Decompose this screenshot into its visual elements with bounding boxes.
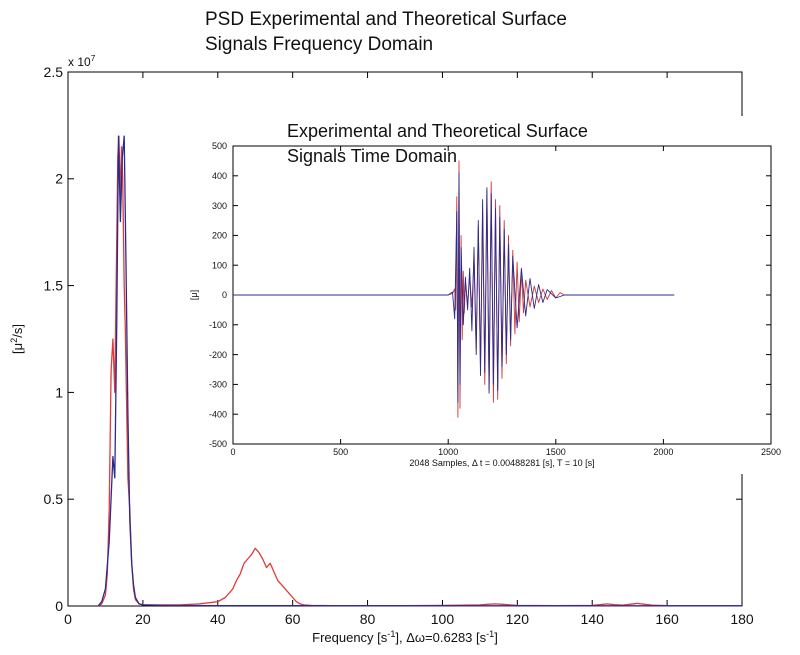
y-tick-label: -400 bbox=[209, 409, 227, 419]
chart-title-line: PSD Experimental and Theoretical Surface bbox=[205, 9, 567, 30]
x-tick-label: 140 bbox=[581, 611, 605, 627]
y-tick-label: -500 bbox=[209, 439, 227, 449]
y-tick-label: -100 bbox=[209, 320, 227, 330]
inset-title-line: Signals Time Domain bbox=[287, 146, 457, 166]
y-tick-label: 2.5 bbox=[44, 64, 64, 80]
y-axis-exponent: x 107 bbox=[68, 53, 96, 69]
series-line-2 bbox=[97, 135, 742, 607]
x-tick-label: 160 bbox=[655, 611, 679, 627]
x-axis-label: Frequency [s-1], Δω=0.6283 [s-1] bbox=[312, 629, 498, 645]
x-tick-label: 2000 bbox=[653, 447, 673, 457]
y-tick-label: 400 bbox=[212, 171, 227, 181]
inset-y-axis-label: [μ] bbox=[189, 290, 199, 300]
y-tick-label: 200 bbox=[212, 231, 227, 241]
time-domain-inset-chart: 0 500 1000 1500 2000 2500-500-400-300-200-100… bbox=[188, 116, 781, 474]
x-tick-label: 0 bbox=[230, 447, 235, 457]
inset-x-axis-label: 2048 Samples, Δ t = 0.00488281 [s], T = … bbox=[409, 458, 594, 468]
x-tick-label: 20 bbox=[135, 611, 151, 627]
y-axis-label: [μ2/s] bbox=[9, 324, 25, 354]
y-tick-label: 0.5 bbox=[44, 491, 64, 507]
y-tick-label: 500 bbox=[212, 141, 227, 151]
chart-title-line: Signals Frequency Domain bbox=[205, 34, 433, 55]
y-tick-label: 2 bbox=[55, 171, 63, 187]
inset-title-line: Experimental and Theoretical Surface bbox=[287, 121, 588, 141]
frequency-domain-chart: 0 20 40 60 80 100 120 140 160 180 0 0.5 1 1.5 2 2.5 PSD … bbox=[9, 9, 754, 645]
x-tick-label: 2500 bbox=[761, 447, 781, 457]
x-tick-label: 0 bbox=[64, 611, 72, 627]
x-tick-label: 80 bbox=[360, 611, 376, 627]
x-tick-label: 180 bbox=[730, 611, 754, 627]
x-tick-label: 60 bbox=[285, 611, 301, 627]
y-tick-label: 100 bbox=[212, 260, 227, 270]
y-tick-label: 1.5 bbox=[44, 278, 64, 294]
x-tick-label: 1000 bbox=[438, 447, 458, 457]
x-tick-label: 500 bbox=[333, 447, 348, 457]
y-tick-label: -300 bbox=[209, 380, 227, 390]
y-tick-label: 300 bbox=[212, 201, 227, 211]
y-tick-label: 1 bbox=[55, 384, 63, 400]
y-tick-label: -200 bbox=[209, 350, 227, 360]
x-tick-label: 1500 bbox=[546, 447, 566, 457]
x-tick-label: 120 bbox=[506, 611, 530, 627]
y-tick-label: 0 bbox=[55, 598, 63, 614]
x-tick-label: 40 bbox=[210, 611, 226, 627]
series-line-2 bbox=[233, 172, 675, 403]
y-tick-label: 0 bbox=[222, 290, 227, 300]
x-tick-label: 100 bbox=[431, 611, 455, 627]
